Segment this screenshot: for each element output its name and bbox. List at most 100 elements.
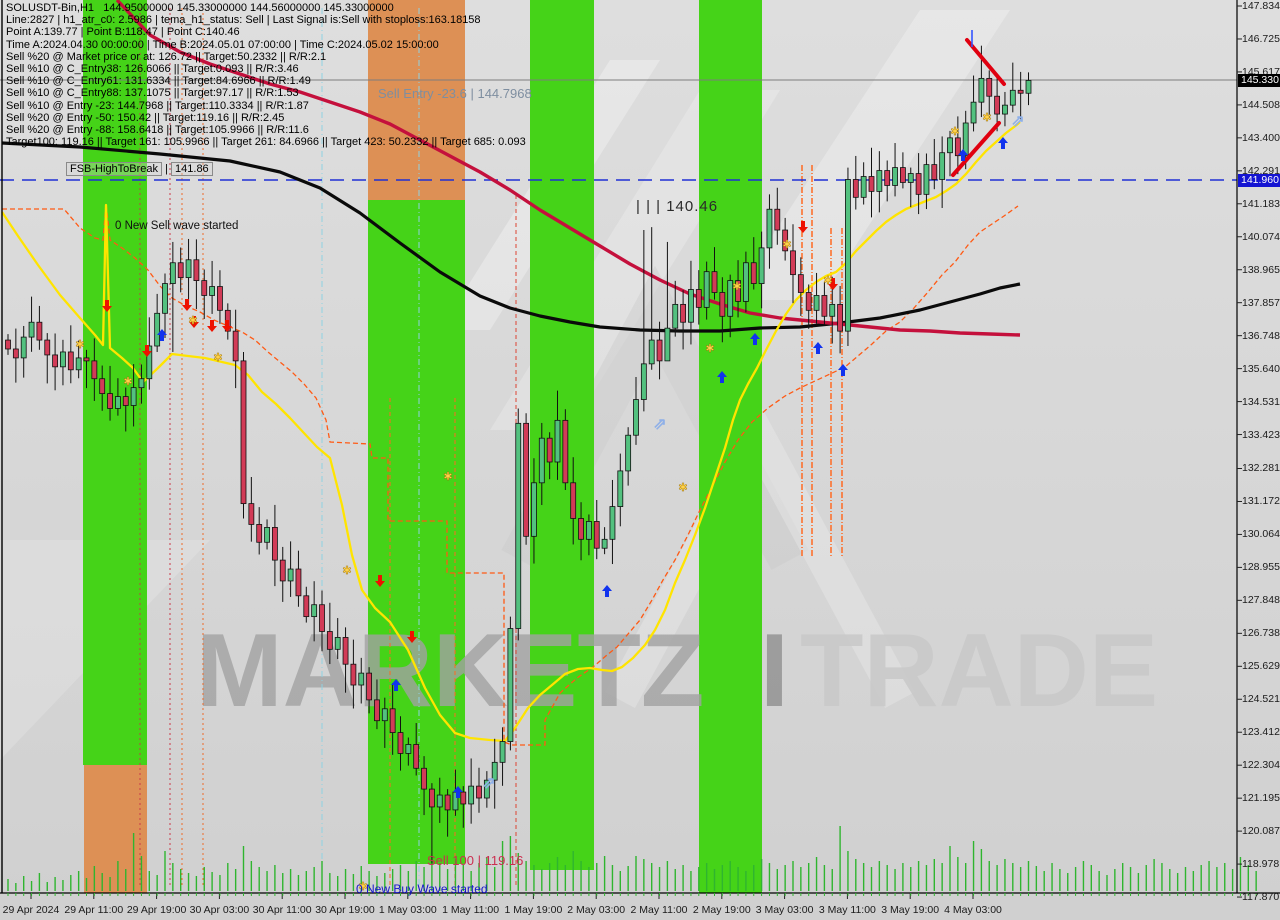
info-line: Sell %10 @ C_Entry88: 137.1075 || Target… xyxy=(6,87,299,100)
bull-candle xyxy=(162,283,168,314)
time-axis-label: 2 May 19:00 xyxy=(692,904,751,916)
bull-candle xyxy=(381,708,388,722)
info-line: Sell %20 @ Entry -88: 158.6418 || Target… xyxy=(6,124,309,137)
buy-arrow-icon xyxy=(391,679,401,691)
fsb-label-text: FSB-HighToBreak xyxy=(66,162,163,176)
bull-candle xyxy=(311,604,318,618)
price-axis-label: 142.291 xyxy=(1242,164,1280,177)
bear-candle xyxy=(374,699,380,722)
sell-arrow-icon xyxy=(407,631,417,643)
bear-candle xyxy=(240,360,247,505)
bear-candle xyxy=(271,527,278,561)
bear-candle xyxy=(884,170,891,186)
volume-histogram xyxy=(7,826,1257,891)
price-axis-label: 120.087 xyxy=(1242,825,1280,838)
bull-candle xyxy=(829,303,836,317)
horizontal-level-lines xyxy=(0,79,1237,181)
sell-arrow-icon xyxy=(222,320,232,332)
mid-ma-line xyxy=(115,0,1021,337)
time-axis-label: 3 May 11:00 xyxy=(818,904,876,916)
bull-candle xyxy=(130,387,137,406)
bull-candle xyxy=(625,434,632,472)
bull-candle xyxy=(609,506,616,540)
price-axis-label: 127.848 xyxy=(1242,594,1280,607)
wave-count-annotation: | | | 140.46 xyxy=(636,198,719,215)
bull-candle xyxy=(436,794,443,808)
watermark-trade: TRADE xyxy=(800,613,1158,729)
bull-candle xyxy=(727,280,734,317)
price-axis-label: 134.531 xyxy=(1242,395,1280,408)
red-trendline xyxy=(965,38,1006,86)
time-axis-label: 29 Apr 19:00 xyxy=(126,904,187,916)
fractal-star-icon: ✱ xyxy=(982,112,991,124)
sell-arrow-icon xyxy=(142,345,152,357)
bull-candle xyxy=(28,321,35,338)
moving-average-lines xyxy=(1,0,1021,743)
bull-candle xyxy=(743,262,749,302)
bull-candle xyxy=(633,399,639,436)
price-axis-label: 131.172 xyxy=(1242,495,1280,508)
bull-candle xyxy=(978,77,985,103)
price-axis-label: 137.857 xyxy=(1242,296,1280,309)
broker-watermark: MARKETZ I TRADE xyxy=(196,613,1158,729)
bull-candle xyxy=(970,101,977,124)
fractal-star-icon: ✱ xyxy=(705,343,714,355)
time-axis-label: 3 May 19:00 xyxy=(881,904,940,916)
time-axis-label: 30 Apr 11:00 xyxy=(252,904,312,916)
buy-arrow-icon xyxy=(717,371,727,383)
watermark-i: I xyxy=(760,613,789,729)
price-axis-label: 140.074 xyxy=(1242,230,1280,243)
bear-candle xyxy=(711,271,718,293)
bear-candle xyxy=(719,292,726,317)
bull-candle xyxy=(1025,80,1032,94)
highlight-band xyxy=(530,0,594,870)
bull-candle xyxy=(664,327,671,362)
fsb-high-to-break-label: FSB-HighToBreak | 141.86 xyxy=(66,162,213,176)
bear-candle xyxy=(805,292,812,311)
sell-arrow-icon xyxy=(828,278,838,290)
bear-candle xyxy=(177,262,184,279)
bear-candle xyxy=(107,393,113,409)
bull-candle xyxy=(758,247,765,284)
bull-candle xyxy=(185,259,192,279)
info-line: Sell %20 @ Market price or at: 126.72 ||… xyxy=(6,50,327,63)
bull-candle xyxy=(845,179,851,332)
time-axis-label: 30 Apr 19:00 xyxy=(315,904,375,916)
bear-candle xyxy=(774,208,781,231)
info-line: Sell %10 @ C_Entry61: 131.6334 || Target… xyxy=(6,75,311,88)
bull-candle xyxy=(20,336,27,359)
bull-candle xyxy=(648,339,655,365)
price-axis-label: 121.195 xyxy=(1242,792,1280,805)
bull-candle xyxy=(892,167,898,186)
breakout-level-price-label: 141.960 xyxy=(1238,174,1280,187)
highlight-band xyxy=(699,0,762,893)
bull-candle xyxy=(813,295,820,311)
bull-candle xyxy=(115,396,121,409)
bear-candle xyxy=(695,289,702,308)
buy-arrow-icon xyxy=(958,149,968,161)
buy-arrow-icon xyxy=(453,786,463,798)
time-axis-label: 3 May 03:00 xyxy=(755,904,814,916)
bull-candle xyxy=(507,628,514,742)
time-axis-label: 4 May 03:00 xyxy=(944,904,1002,916)
bull-candle xyxy=(876,170,883,192)
buy-wave-annotation: 0 New Buy Wave started xyxy=(356,882,488,896)
bear-candle xyxy=(389,708,396,733)
time-axis-label: 2 May 11:00 xyxy=(630,904,688,916)
fractal-star-icon: ✱ xyxy=(678,482,687,494)
bull-candle xyxy=(601,538,608,549)
fractal-star-icon: ✱ xyxy=(823,275,832,287)
atr-trailing-channel-lines xyxy=(2,202,1019,746)
bear-candle xyxy=(460,791,467,805)
indicator-info-panel: SOLUSDT-Bin,H1 144.95000000 145.33000000… xyxy=(6,2,526,148)
bear-candle xyxy=(790,250,796,276)
info-line: Target100: 119.16 || Target 161: 105.996… xyxy=(6,136,526,149)
sell-entry-annotation: Sell Entry -23.6 | 144.7968 xyxy=(378,86,532,101)
bear-candle xyxy=(782,229,789,252)
bull-candle xyxy=(554,419,561,463)
bear-candle xyxy=(193,259,200,281)
bull-candle xyxy=(452,791,459,811)
